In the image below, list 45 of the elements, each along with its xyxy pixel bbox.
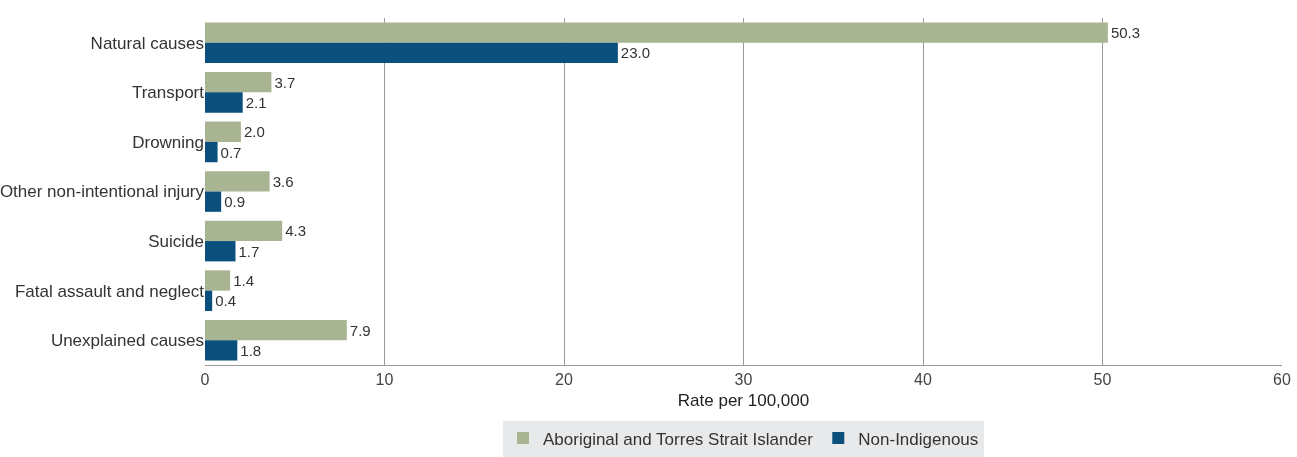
y-tick-label: Other non-intentional injury: [0, 182, 205, 202]
x-tick-label: 40: [914, 371, 932, 389]
bar: [205, 340, 238, 361]
legend-label: Non-Indigenous: [858, 429, 979, 449]
x-tick-label: 30: [734, 371, 753, 389]
x-tick-label: 20: [555, 371, 573, 389]
data-label: 4.3: [285, 222, 307, 240]
x-axis-title: Rate per 100,000: [677, 390, 810, 410]
bar: [205, 241, 236, 262]
x-tick-label: 50: [1093, 371, 1112, 389]
bar: [205, 220, 283, 242]
y-tick-label: Transport: [131, 83, 205, 103]
y-tick-label: Drowning: [132, 132, 204, 152]
bar: [205, 22, 1108, 43]
y-tick-label: Natural causes: [90, 33, 204, 53]
data-label: 23.0: [620, 44, 651, 62]
x-tick-label: 10: [375, 371, 394, 389]
bar: [205, 42, 618, 64]
legend-label: Aboriginal and Torres Strait Islander: [543, 429, 814, 449]
data-label: 1.8: [240, 341, 262, 359]
x-tick-label: 0: [200, 371, 210, 389]
y-tick-label: Fatal assault and neglect: [14, 281, 205, 301]
bar: [205, 121, 241, 142]
y-tick-label: Suicide: [148, 232, 204, 252]
data-label: 2.1: [245, 94, 267, 112]
data-label: 0.4: [215, 292, 237, 310]
y-tick-label: Unexplained causes: [50, 331, 204, 351]
data-label: 1.4: [233, 271, 254, 289]
bar: [205, 290, 213, 311]
data-label: 2.0: [243, 123, 265, 141]
bar: [205, 171, 270, 192]
bar: [205, 92, 243, 113]
bar: [205, 319, 347, 341]
data-label: 0.9: [224, 193, 246, 211]
bar: [205, 141, 218, 163]
bar: [205, 191, 222, 212]
data-label: 3.7: [274, 73, 296, 91]
x-tick-label: 60: [1273, 371, 1291, 389]
bar: [205, 72, 272, 93]
bar: [205, 270, 231, 291]
data-label: 3.6: [272, 172, 294, 190]
data-label: 50.3: [1110, 24, 1141, 42]
data-label: 1.7: [238, 242, 260, 260]
data-label: 7.9: [349, 321, 371, 339]
data-label: 0.7: [220, 143, 242, 161]
